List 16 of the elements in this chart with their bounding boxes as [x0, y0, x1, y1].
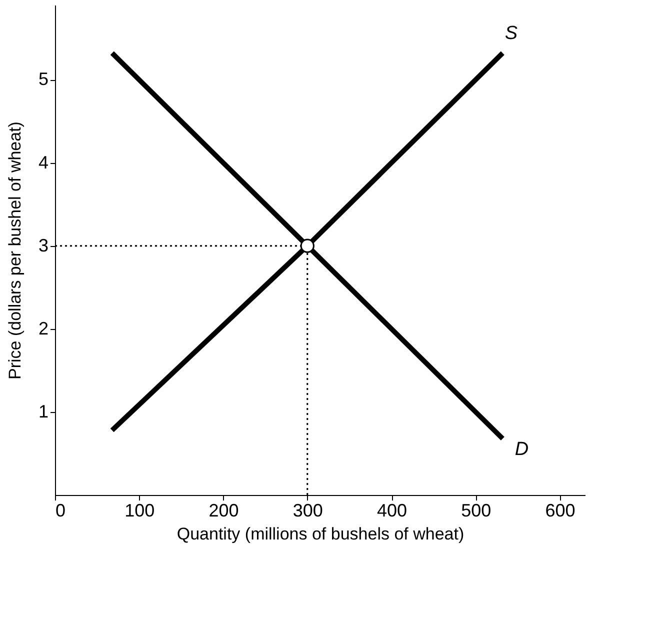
series-label: D: [514, 438, 529, 460]
y-tick-label: 3: [38, 235, 48, 256]
x-tick-label: 600: [545, 500, 576, 520]
x-tick-label: 100: [124, 500, 155, 520]
x-tick-label: 0: [56, 500, 66, 520]
x-axis-title: Quantity (millions of bushels of wheat): [176, 524, 464, 544]
y-tick-label: 4: [38, 152, 48, 172]
y-axis-title: Price (dollars per bushel of wheat): [5, 122, 24, 380]
y-tick-label: 5: [38, 69, 48, 90]
series-label: S: [504, 22, 518, 44]
x-tick-label: 500: [461, 500, 492, 520]
y-tick-label: 1: [38, 401, 48, 422]
x-tick-label: 400: [376, 500, 408, 520]
x-tick-label: 300: [292, 500, 323, 520]
y-tick-label: 2: [38, 318, 48, 338]
x-tick-label: 200: [208, 500, 239, 520]
